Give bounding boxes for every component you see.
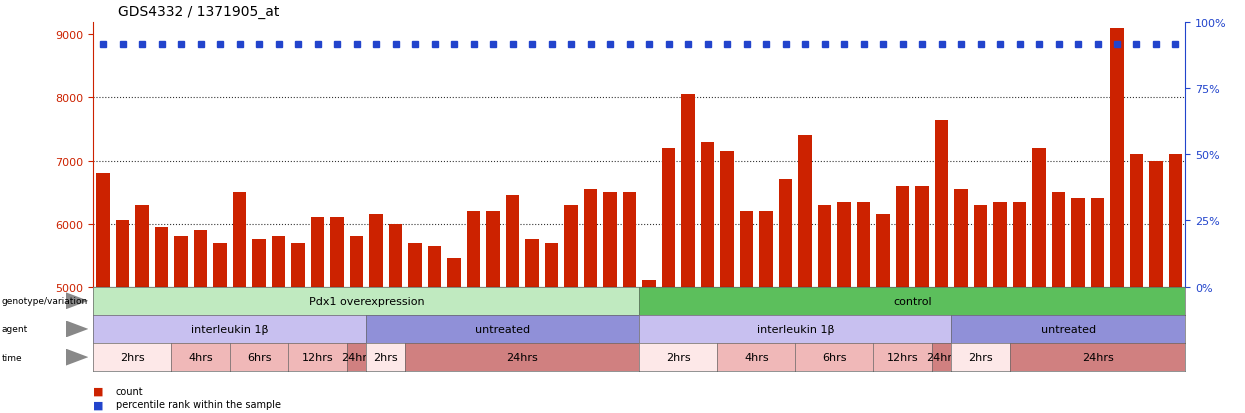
Text: 2hrs: 2hrs — [374, 352, 398, 362]
Bar — [1091, 199, 1104, 287]
Bar — [1071, 199, 1084, 287]
Text: 24hrs: 24hrs — [341, 352, 372, 362]
Bar — [818, 205, 832, 287]
Bar — [467, 211, 481, 287]
Text: control: control — [893, 296, 931, 306]
Text: 12hrs: 12hrs — [301, 352, 334, 362]
Bar — [174, 237, 188, 287]
Text: 24hrs: 24hrs — [507, 352, 538, 362]
Bar — [857, 202, 870, 287]
Text: agent: agent — [1, 325, 27, 334]
Text: untreated: untreated — [476, 324, 530, 334]
Text: genotype/variation: genotype/variation — [1, 297, 87, 306]
Bar — [974, 205, 987, 287]
Bar — [954, 190, 967, 287]
Bar — [330, 218, 344, 287]
Polygon shape — [66, 349, 88, 366]
Bar — [701, 142, 715, 287]
Bar — [759, 211, 773, 287]
Text: untreated: untreated — [1041, 324, 1096, 334]
Text: percentile rank within the sample: percentile rank within the sample — [116, 399, 281, 409]
Bar — [1052, 192, 1066, 287]
Bar — [213, 243, 227, 287]
Bar — [935, 120, 949, 287]
Bar — [876, 215, 890, 287]
Bar — [778, 180, 792, 287]
Bar — [388, 224, 402, 287]
Bar — [505, 196, 519, 287]
Text: 6hrs: 6hrs — [247, 352, 271, 362]
Text: 24hrs: 24hrs — [1082, 352, 1113, 362]
Bar — [994, 202, 1007, 287]
Bar — [428, 246, 442, 287]
Bar — [253, 240, 266, 287]
Bar — [915, 186, 929, 287]
Text: interleukin 1β: interleukin 1β — [192, 324, 269, 334]
Bar — [798, 136, 812, 287]
Text: GDS4332 / 1371905_at: GDS4332 / 1371905_at — [118, 5, 280, 19]
Text: 12hrs: 12hrs — [886, 352, 919, 362]
Bar — [545, 243, 559, 287]
Bar — [311, 218, 325, 287]
Bar — [136, 205, 149, 287]
Bar — [622, 192, 636, 287]
Bar — [1129, 155, 1143, 287]
Text: interleukin 1β: interleukin 1β — [757, 324, 834, 334]
Bar — [662, 149, 675, 287]
Bar — [1032, 149, 1046, 287]
Bar — [1012, 202, 1026, 287]
Text: 2hrs: 2hrs — [666, 352, 691, 362]
Bar — [487, 211, 500, 287]
Bar — [408, 243, 422, 287]
Bar — [604, 192, 616, 287]
Bar — [96, 174, 110, 287]
Text: ■: ■ — [93, 386, 103, 396]
Bar — [837, 202, 850, 287]
Text: 6hrs: 6hrs — [822, 352, 847, 362]
Bar — [642, 281, 656, 287]
Bar — [1169, 155, 1183, 287]
Bar — [564, 205, 578, 287]
Bar — [720, 152, 733, 287]
Text: ■: ■ — [93, 399, 103, 409]
Polygon shape — [66, 293, 88, 309]
Bar — [681, 95, 695, 287]
Bar — [233, 192, 247, 287]
Text: 2hrs: 2hrs — [120, 352, 144, 362]
Bar — [116, 221, 129, 287]
Bar — [447, 259, 461, 287]
Bar — [895, 186, 909, 287]
Text: 4hrs: 4hrs — [188, 352, 213, 362]
Bar — [271, 237, 285, 287]
Bar — [1111, 29, 1124, 287]
Text: 2hrs: 2hrs — [969, 352, 992, 362]
Bar — [370, 215, 383, 287]
Bar — [525, 240, 539, 287]
Bar — [740, 211, 753, 287]
Text: 4hrs: 4hrs — [745, 352, 768, 362]
Bar — [291, 243, 305, 287]
Bar — [350, 237, 364, 287]
Text: count: count — [116, 386, 143, 396]
Text: Pdx1 overexpression: Pdx1 overexpression — [309, 296, 425, 306]
Bar — [154, 227, 168, 287]
Bar — [194, 230, 208, 287]
Bar — [584, 190, 598, 287]
Bar — [1149, 161, 1163, 287]
Text: time: time — [1, 353, 22, 362]
Text: 24hrs: 24hrs — [925, 352, 957, 362]
Polygon shape — [66, 321, 88, 337]
